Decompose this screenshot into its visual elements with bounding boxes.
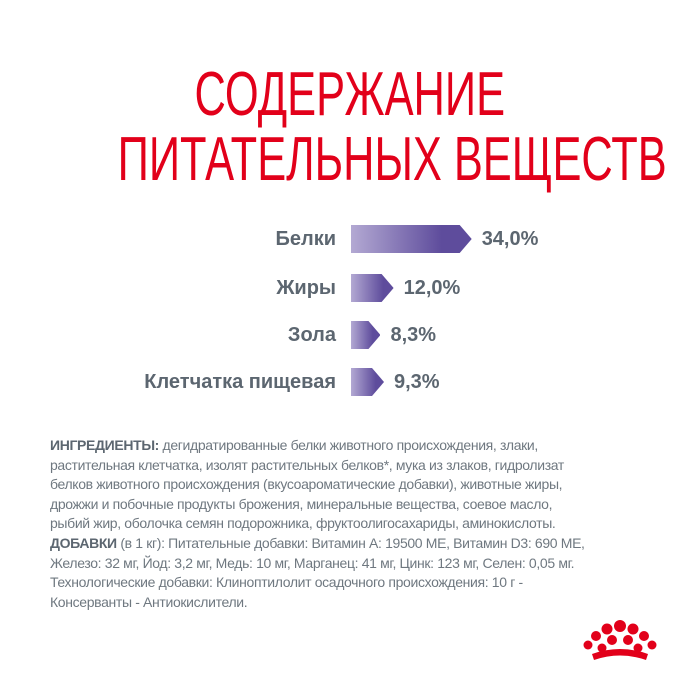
chart-row: Белки 34,0% [0, 225, 700, 253]
category-label: Белки [275, 228, 336, 250]
bar [351, 321, 381, 349]
category-label: Жиры [276, 277, 336, 299]
royal-canin-logo-icon [583, 620, 657, 660]
category-label: Клетчатка пищевая [144, 371, 336, 393]
page-title-line-1: СОДЕРЖАНИЕ [194, 60, 506, 129]
page-title-line-2: ПИТАТЕЛЬНЫХ ВЕЩЕСТВ [117, 125, 667, 194]
value-label: 34,0% [481, 228, 539, 250]
bar [351, 225, 472, 253]
ingredients-label: ИНГРЕДИЕНТЫ: [50, 437, 159, 453]
ingredients-text: ИНГРЕДИЕНТЫ: дегидратированные белки жив… [50, 437, 585, 610]
value-label: 9,3% [394, 371, 440, 393]
chart-row: Клетчатка пищевая 9,3% [0, 368, 700, 396]
bar [351, 274, 394, 302]
chart-row: Зола 8,3% [0, 321, 700, 349]
value-label: 12,0% [403, 277, 461, 299]
category-label: Зола [287, 324, 336, 346]
additives-label: ДОБАВКИ [50, 534, 117, 551]
chart-row: Жиры 12,0% [0, 274, 700, 302]
value-label: 8,3% [390, 324, 437, 346]
bar [351, 368, 384, 396]
